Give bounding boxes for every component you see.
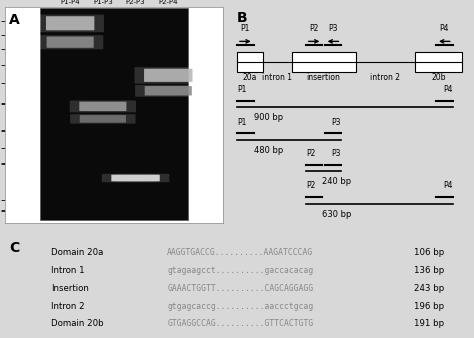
Text: P3: P3 bbox=[331, 149, 341, 158]
FancyBboxPatch shape bbox=[36, 15, 104, 32]
Text: P1: P1 bbox=[241, 24, 250, 33]
Text: P2-P3: P2-P3 bbox=[125, 0, 146, 2]
Text: AAGGTGACCG..........AAGATCCCAG: AAGGTGACCG..........AAGATCCCAG bbox=[167, 248, 314, 258]
FancyBboxPatch shape bbox=[46, 37, 94, 48]
Text: P2-P4: P2-P4 bbox=[158, 0, 178, 5]
Text: P1: P1 bbox=[237, 85, 246, 94]
Bar bbox=[237, 52, 263, 72]
Text: P4: P4 bbox=[443, 182, 453, 191]
Text: intron 1: intron 1 bbox=[262, 73, 292, 82]
Text: 240 bp: 240 bp bbox=[322, 177, 351, 186]
Text: gtgagcaccg..........aaccctgcag: gtgagcaccg..........aaccctgcag bbox=[167, 301, 314, 311]
Text: C: C bbox=[9, 241, 19, 255]
Text: intron 2: intron 2 bbox=[370, 73, 400, 82]
Text: 196 bp: 196 bp bbox=[413, 301, 444, 311]
Text: P3: P3 bbox=[328, 24, 338, 33]
Bar bbox=[40, 8, 188, 220]
Text: P4: P4 bbox=[439, 24, 449, 33]
Text: 243 bp: 243 bp bbox=[413, 284, 444, 293]
Bar bbox=[415, 52, 462, 72]
Text: Domain 20b: Domain 20b bbox=[51, 319, 104, 329]
Text: 20a: 20a bbox=[243, 73, 257, 82]
FancyBboxPatch shape bbox=[70, 100, 136, 112]
FancyBboxPatch shape bbox=[79, 102, 127, 111]
Text: P2: P2 bbox=[306, 149, 315, 158]
Text: 106 bp: 106 bp bbox=[413, 248, 444, 258]
FancyBboxPatch shape bbox=[70, 114, 136, 124]
Text: 20b: 20b bbox=[431, 73, 446, 82]
Text: P1-P4: P1-P4 bbox=[60, 0, 80, 5]
FancyBboxPatch shape bbox=[80, 115, 126, 123]
FancyBboxPatch shape bbox=[111, 175, 160, 182]
Text: Domain 20a: Domain 20a bbox=[51, 248, 103, 258]
Text: 136 bp: 136 bp bbox=[413, 266, 444, 275]
Text: P1-P3: P1-P3 bbox=[92, 0, 114, 2]
Text: P2-P4: P2-P4 bbox=[157, 0, 179, 2]
Bar bbox=[292, 52, 356, 72]
Text: P1-P4: P1-P4 bbox=[59, 0, 81, 2]
Text: P3: P3 bbox=[331, 118, 341, 127]
Text: 191 bp: 191 bp bbox=[413, 319, 444, 329]
Text: insertion: insertion bbox=[307, 73, 340, 82]
FancyBboxPatch shape bbox=[135, 67, 202, 84]
Text: GTGAGGCCAG..........GTTCACTGTG: GTGAGGCCAG..........GTTCACTGTG bbox=[167, 319, 314, 329]
FancyBboxPatch shape bbox=[46, 16, 94, 30]
Text: 900 bp: 900 bp bbox=[254, 113, 283, 122]
Text: P2: P2 bbox=[306, 182, 315, 191]
Text: 480 bp: 480 bp bbox=[254, 146, 283, 155]
Text: Intron 1: Intron 1 bbox=[51, 266, 85, 275]
Text: P2-P3: P2-P3 bbox=[126, 0, 146, 5]
Text: P4: P4 bbox=[443, 85, 453, 94]
Text: P2: P2 bbox=[310, 24, 319, 33]
Text: GAAACTGGTT..........CAGCAGGAGG: GAAACTGGTT..........CAGCAGGAGG bbox=[167, 284, 314, 293]
FancyBboxPatch shape bbox=[144, 69, 192, 82]
Text: A: A bbox=[9, 13, 20, 27]
FancyBboxPatch shape bbox=[37, 35, 103, 49]
FancyBboxPatch shape bbox=[145, 86, 192, 96]
Text: gtagaagcct..........gaccacacag: gtagaagcct..........gaccacacag bbox=[167, 266, 314, 275]
Text: 630 bp: 630 bp bbox=[322, 210, 352, 219]
FancyBboxPatch shape bbox=[102, 174, 169, 182]
Text: P1: P1 bbox=[237, 118, 246, 127]
Text: Intron 2: Intron 2 bbox=[51, 301, 85, 311]
Text: Insertion: Insertion bbox=[51, 284, 89, 293]
Text: P1-P3: P1-P3 bbox=[93, 0, 113, 5]
Text: B: B bbox=[237, 11, 247, 25]
FancyBboxPatch shape bbox=[135, 85, 201, 97]
